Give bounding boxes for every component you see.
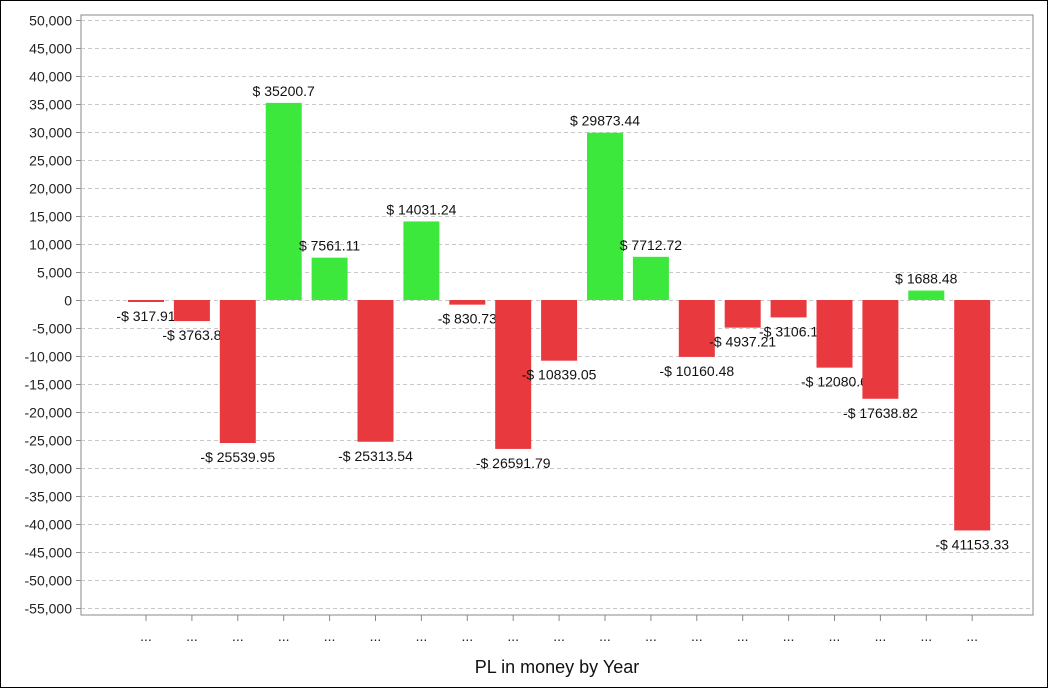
bar xyxy=(816,300,853,368)
bar xyxy=(449,300,486,305)
bar xyxy=(173,300,210,322)
x-tick-label: ... xyxy=(645,628,657,644)
bar xyxy=(219,300,256,444)
bar xyxy=(357,300,394,442)
data-label: -$ 12080.6 xyxy=(801,374,868,390)
bar xyxy=(128,300,164,302)
bar xyxy=(541,300,578,361)
data-label: -$ 25539.95 xyxy=(200,449,275,465)
y-tick-label: 35,000 xyxy=(29,97,72,113)
y-tick-label: -20,000 xyxy=(25,405,73,421)
y-tick-label: -30,000 xyxy=(25,461,73,477)
y-tick-label: -10,000 xyxy=(25,349,73,365)
data-label: -$ 26591.79 xyxy=(476,455,551,471)
data-label: -$ 10839.05 xyxy=(522,367,597,383)
data-label: -$ 4937.21 xyxy=(709,334,776,350)
y-tick-label: -50,000 xyxy=(25,573,73,589)
y-tick-label: 5,000 xyxy=(37,265,72,281)
x-tick-label: ... xyxy=(370,628,382,644)
data-label: -$ 3763.8 xyxy=(162,327,221,343)
bar xyxy=(770,300,807,318)
data-label: -$ 3106.1 xyxy=(759,323,818,339)
y-tick-label: -25,000 xyxy=(25,433,73,449)
bar xyxy=(954,300,991,531)
x-tick-label: ... xyxy=(140,628,152,644)
x-tick-label: ... xyxy=(461,628,473,644)
data-label: $ 35200.7 xyxy=(253,83,315,99)
data-label: -$ 17638.82 xyxy=(843,405,918,421)
x-axis-title: PL in money by Year xyxy=(475,657,639,677)
x-tick-label: ... xyxy=(186,628,198,644)
bar xyxy=(724,300,761,328)
x-tick-label: ... xyxy=(232,628,244,644)
x-tick-label: ... xyxy=(278,628,290,644)
y-tick-label: -40,000 xyxy=(25,517,73,533)
x-tick-label: ... xyxy=(875,628,887,644)
y-tick-label: -45,000 xyxy=(25,545,73,561)
data-label: -$ 10160.48 xyxy=(659,363,734,379)
bar xyxy=(632,256,669,300)
x-tick-label: ... xyxy=(507,628,519,644)
bar xyxy=(311,257,348,300)
y-tick-label: 25,000 xyxy=(29,153,72,169)
y-tick-label: 15,000 xyxy=(29,209,72,225)
data-label: $ 7712.72 xyxy=(620,237,682,253)
y-tick-label: 30,000 xyxy=(29,125,72,141)
y-tick-label: -35,000 xyxy=(25,489,73,505)
y-tick-label: 10,000 xyxy=(29,237,72,253)
y-tick-label: 50,000 xyxy=(29,13,72,29)
data-label: -$ 25313.54 xyxy=(338,448,413,464)
bar xyxy=(265,102,302,300)
bar xyxy=(403,221,440,300)
y-tick-label: 45,000 xyxy=(29,41,72,57)
y-tick-label: 40,000 xyxy=(29,69,72,85)
x-tick-label: ... xyxy=(966,628,978,644)
x-tick-label: ... xyxy=(599,628,611,644)
x-tick-label: ... xyxy=(691,628,703,644)
data-label: -$ 317.91 xyxy=(116,308,175,324)
y-tick-label: 0 xyxy=(64,293,72,309)
data-label: -$ 41153.33 xyxy=(935,536,1009,552)
data-label: -$ 830.73 xyxy=(438,311,497,327)
x-tick-label: ... xyxy=(737,628,749,644)
x-tick-label: ... xyxy=(783,628,795,644)
bar xyxy=(495,300,532,449)
data-label: $ 29873.44 xyxy=(570,113,640,129)
x-tick-label: ... xyxy=(553,628,565,644)
y-tick-label: -55,000 xyxy=(25,601,73,617)
bar xyxy=(587,132,623,300)
y-tick-label: -5,000 xyxy=(32,321,72,337)
data-label: $ 7561.11 xyxy=(299,238,360,254)
y-tick-label: -15,000 xyxy=(25,377,73,393)
data-label: $ 1688.48 xyxy=(895,271,957,287)
x-tick-label: ... xyxy=(416,628,428,644)
y-tick-label: 20,000 xyxy=(29,181,72,197)
data-label: $ 14031.24 xyxy=(386,201,456,217)
bar xyxy=(862,300,899,399)
x-tick-label: ... xyxy=(829,628,841,644)
x-tick-label: ... xyxy=(920,628,932,644)
x-tick-label: ... xyxy=(324,628,336,644)
bar xyxy=(908,290,945,300)
bar xyxy=(678,300,715,357)
